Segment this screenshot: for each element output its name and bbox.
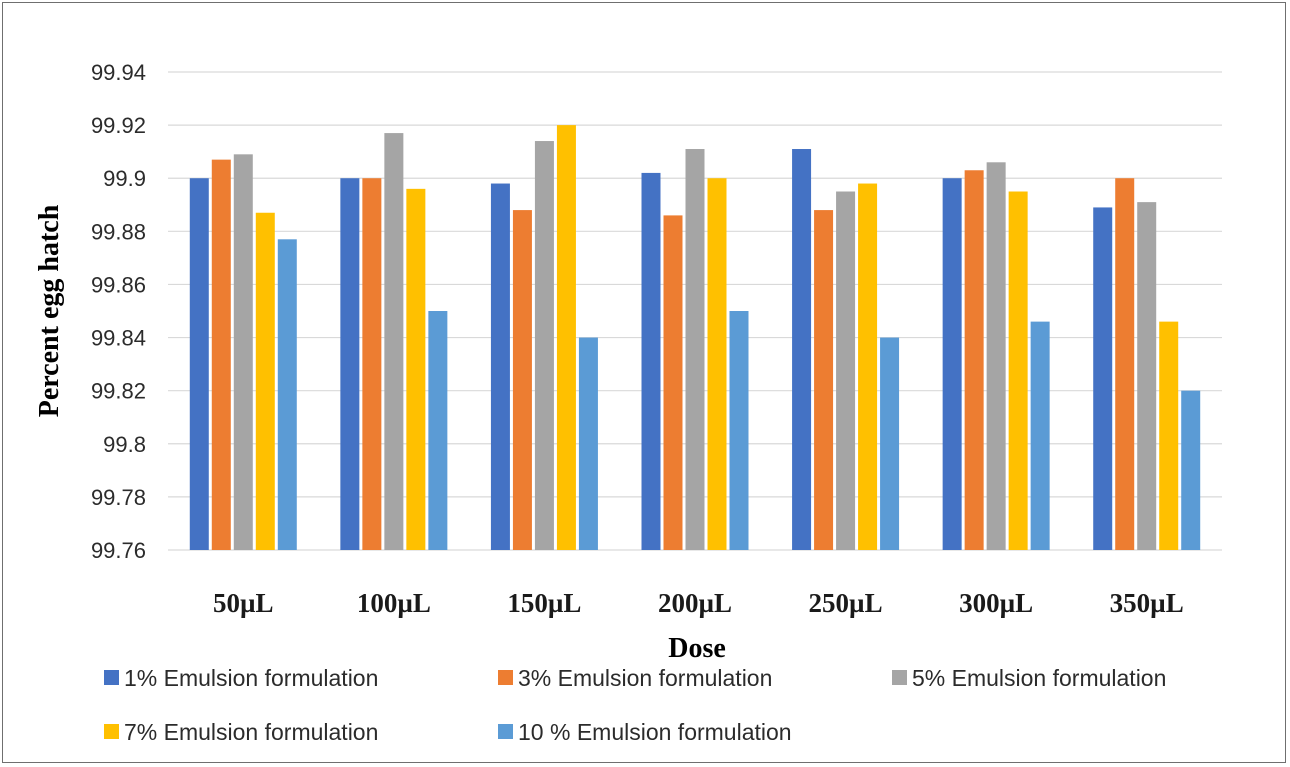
legend-swatch (104, 670, 119, 685)
bar (858, 183, 878, 551)
y-tick-label: 99.94 (91, 60, 146, 85)
legend-item: 10 % Emulsion formulation (498, 719, 792, 745)
y-tick-label: 99.78 (91, 485, 146, 510)
bar (836, 191, 856, 550)
bar (880, 337, 900, 550)
y-tick-label: 99.8 (103, 432, 146, 457)
y-axis-ticks: 99.76 99.78 99.8 99.82 99.84 99.86 99.88 99.9 99… (91, 60, 146, 563)
bar (277, 239, 297, 551)
bar (578, 337, 598, 550)
bar (1093, 207, 1113, 550)
bar (362, 178, 382, 550)
bar (964, 170, 984, 550)
legend-swatch (892, 670, 907, 685)
x-axis-title: Dose (668, 633, 726, 664)
legend-swatch (104, 724, 119, 739)
x-tick-label: 200µL (658, 588, 732, 618)
bar (512, 210, 532, 551)
legend-label: 1% Emulsion formulation (124, 665, 378, 691)
legend-item: 1% Emulsion formulation (104, 665, 378, 691)
bar (490, 183, 510, 551)
y-tick-label: 99.86 (91, 272, 146, 297)
legend-label: 10 % Emulsion formulation (518, 719, 792, 745)
legend-label: 3% Emulsion formulation (518, 665, 772, 691)
bar (534, 141, 554, 551)
bar (406, 188, 426, 550)
bar (1137, 202, 1157, 550)
x-tick-label: 50µL (213, 588, 274, 618)
bar (986, 162, 1006, 551)
bar (1181, 390, 1201, 550)
bar (814, 210, 834, 551)
legend: 1% Emulsion formulation 3% Emulsion formu… (104, 665, 1166, 745)
bar (189, 178, 209, 550)
x-axis-ticks: 50µL 100µL 150µL 200µL 250µL 300µL 350µL (213, 588, 1184, 618)
bar (384, 133, 404, 551)
y-tick-label: 99.76 (91, 538, 146, 563)
bar (1008, 191, 1028, 550)
bar (255, 212, 275, 550)
x-tick-label: 350µL (1110, 588, 1184, 618)
legend-swatch (498, 724, 513, 739)
y-axis-title: Percent egg hatch (34, 204, 65, 417)
bar (211, 159, 231, 550)
bar (729, 311, 749, 550)
bar (1159, 321, 1179, 550)
y-tick-label: 99.84 (91, 326, 146, 351)
y-tick-label: 99.9 (103, 166, 146, 191)
bar (340, 178, 360, 550)
bar (556, 125, 576, 550)
x-tick-label: 250µL (809, 588, 883, 618)
bar (942, 178, 962, 550)
y-tick-label: 99.92 (91, 113, 146, 138)
y-tick-label: 99.88 (91, 219, 146, 244)
bar (685, 149, 705, 550)
bars (189, 125, 1201, 551)
legend-label: 7% Emulsion formulation (124, 719, 378, 745)
legend-item: 7% Emulsion formulation (104, 719, 378, 745)
bar (707, 178, 727, 550)
legend-item: 3% Emulsion formulation (498, 665, 772, 691)
bar (428, 311, 448, 550)
bar (792, 149, 812, 550)
x-tick-label: 300µL (959, 588, 1033, 618)
legend-swatch (498, 670, 513, 685)
y-tick-label: 99.82 (91, 379, 146, 404)
bar (233, 154, 253, 551)
legend-label: 5% Emulsion formulation (912, 665, 1166, 691)
x-tick-label: 100µL (357, 588, 431, 618)
bar (1115, 178, 1135, 550)
x-tick-label: 150µL (507, 588, 581, 618)
bar (663, 215, 683, 550)
bar (1030, 321, 1050, 550)
bar (641, 172, 661, 550)
legend-item: 5% Emulsion formulation (892, 665, 1166, 691)
